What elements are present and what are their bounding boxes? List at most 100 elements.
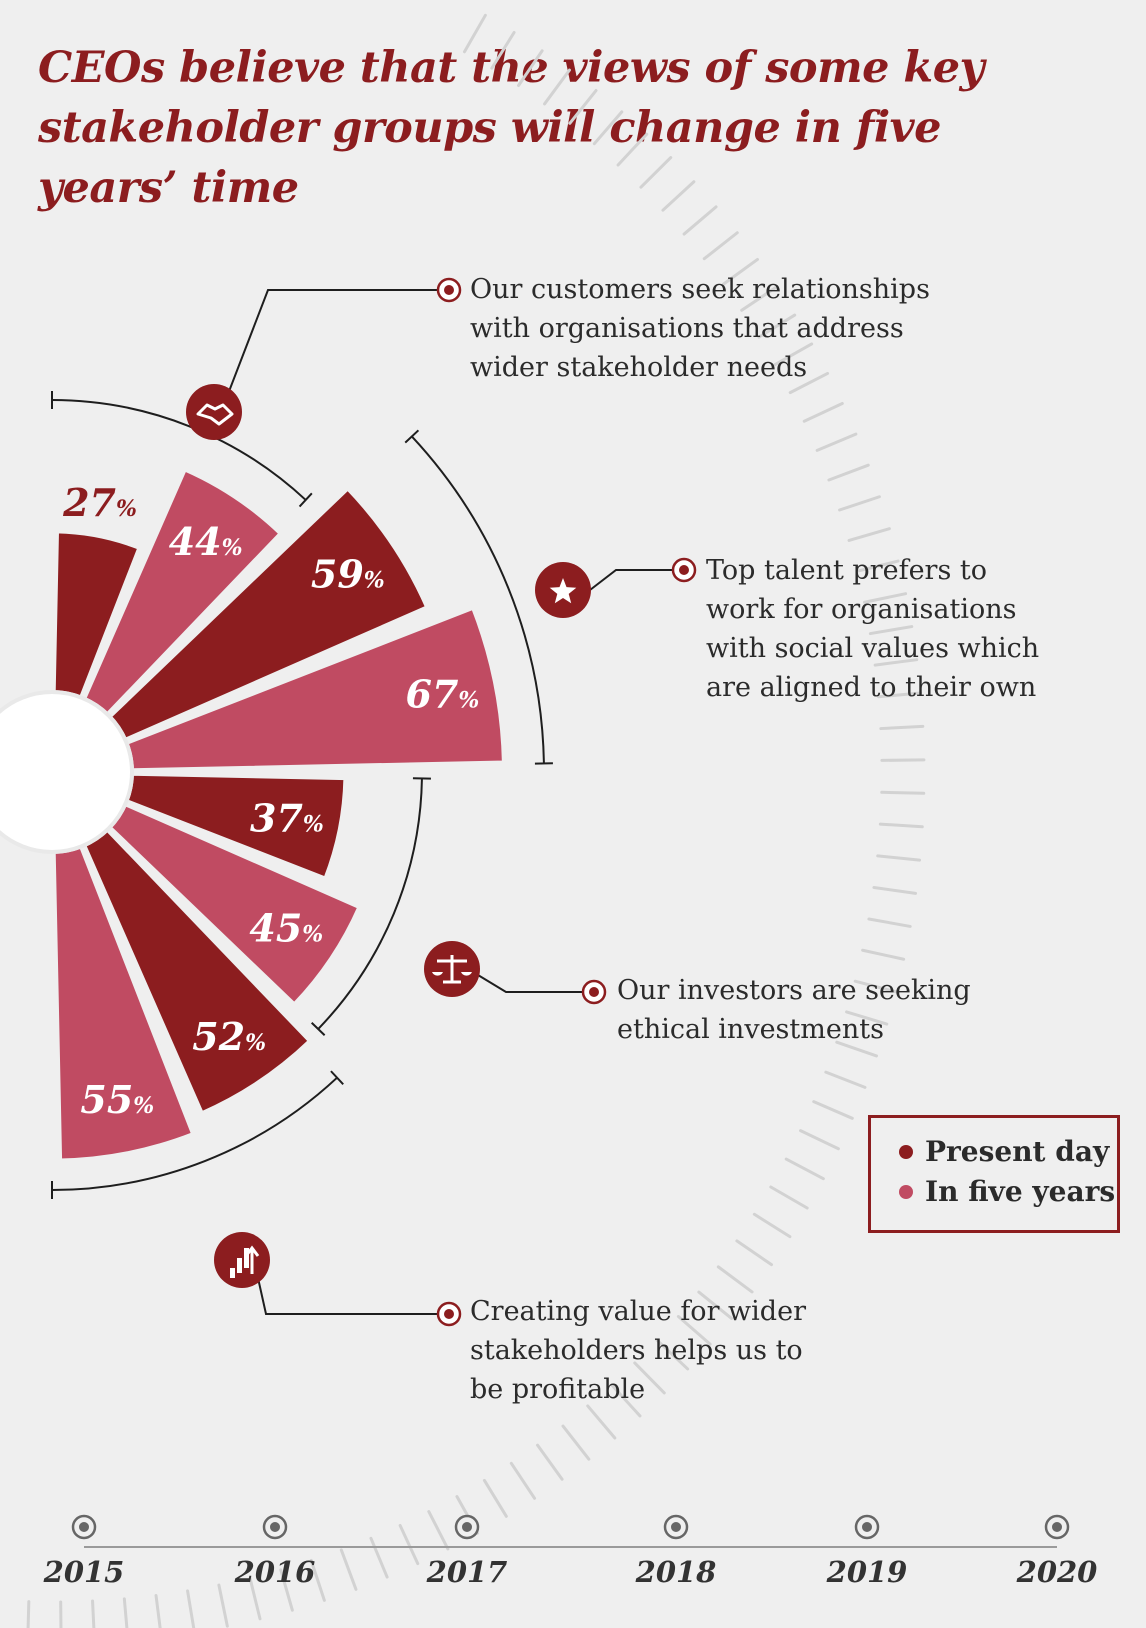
decorative-tick [655,1338,690,1371]
timeline-marker [454,1514,480,1540]
bracket-cap [404,429,420,444]
chart-value-labels: 27% 44% 59% 67% 37% 45% 52% 55% [62,480,479,1122]
connector-dot-1 [436,277,462,303]
legend-item-present: Present day [899,1132,1117,1172]
decorative-tick [639,156,673,189]
decorative-tick [217,1583,229,1628]
decorative-tick [122,1597,129,1628]
timeline-year-label: 2015 [43,1555,125,1589]
decorative-tick [509,1461,537,1500]
decorative-tick [877,691,922,699]
decorative-tick [769,1185,809,1210]
connector-line-4 [257,1277,440,1315]
decorative-tick [610,1383,642,1418]
decorative-tick [682,205,718,236]
decorative-tick [676,1315,712,1346]
decorative-tick [716,1265,754,1294]
group-label-profitability: Creating value for wider stakeholders he… [470,1296,806,1405]
value-label-present-group-3: 37% [250,796,324,841]
group-label-talent: Top talent prefers to work for organisat… [706,555,1040,703]
scales-icon [424,941,480,997]
timeline-marker [262,1514,288,1540]
decorative-tick [862,592,908,604]
value-label-future-group-3: 45% [249,906,323,951]
bracket-cap [310,1022,326,1036]
connector-dot-2 [671,557,697,583]
value-label-present-group-1: 27% [62,480,137,525]
legend-swatch-future [899,1185,913,1199]
decorative-tick [26,1600,31,1628]
decorative-tick [154,1593,162,1628]
decorative-tick [427,1510,450,1551]
decorative-tick [861,948,906,961]
decorative-tick [586,1404,617,1440]
decorative-tick [561,1424,591,1461]
decorative-tick [633,1361,666,1395]
decorative-tick [752,1212,792,1239]
connector-dot-3 [581,979,607,1005]
growth-chart-icon [214,1232,270,1288]
legend-label-future: In five years [925,1175,1116,1208]
legend: Present day In five years [868,1115,1120,1233]
chart-hub [0,690,134,854]
decorative-tick [482,1478,508,1518]
decorative-tick [536,1443,564,1481]
decorative-tick [799,1129,840,1151]
decorative-tick [878,822,924,829]
decorative-tick [339,1548,358,1591]
decorative-tick [824,1070,867,1089]
decorative-tick [757,313,797,339]
decorative-tick [697,1290,734,1320]
bracket-cap [298,492,313,508]
group-label-investors: Our investors are seeking ethical invest… [617,975,971,1045]
bracket-arc-4 [51,1076,338,1191]
decorative-tick [309,1558,326,1602]
star-icon [535,562,591,618]
decorative-tick [462,13,487,54]
connector-line-3 [472,971,586,993]
group-label-customers: Our customers seek relationships with or… [470,274,930,383]
decorative-tick [740,285,779,312]
timeline-year-label: 2016 [234,1555,316,1589]
value-label-future-group-4: 55% [80,1077,154,1122]
connector-line-2 [589,569,676,591]
decorative-tick [773,342,814,367]
bracket-arc-1 [51,399,307,501]
timeline-marker [1044,1514,1070,1540]
decorative-tick [616,132,649,167]
decorative-tick [879,724,925,731]
decorative-tick [661,180,696,212]
decorative-tick [735,1239,773,1267]
decorative-tick [815,432,858,452]
group-icons [186,384,591,1288]
decorative-tick [543,68,571,106]
decorative-tick [880,758,926,762]
decorative-tick [855,559,900,573]
bracket-cap [330,1070,344,1085]
value-label-present-group-4: 52% [192,1014,266,1059]
decorative-tick [369,1536,389,1579]
decorative-tick [248,1576,262,1621]
decorative-tick [835,1040,878,1058]
chart-bars [0,466,506,1163]
decorative-tick [517,49,544,88]
decorative-tick [398,1523,420,1566]
decorative-tick [853,979,898,994]
decorative-tick [568,89,598,125]
timeline [71,1514,1070,1548]
decorative-tick [827,463,870,482]
handshake-icon [186,384,242,440]
decorative-tick [880,790,926,795]
timeline-year-label: 2017 [426,1555,508,1589]
decorative-tick [702,231,739,261]
decorative-tick-arc [26,13,926,1628]
decorative-tick [784,1157,825,1181]
decorative-tick [873,658,919,667]
group-brackets [51,391,553,1199]
bracket-arc-3 [317,778,423,1030]
value-label-future-group-1: 44% [169,519,243,564]
decorative-tick [872,886,918,895]
chart-title: CEOs believe that the views of some key … [38,43,985,213]
timeline-marker [663,1514,689,1540]
